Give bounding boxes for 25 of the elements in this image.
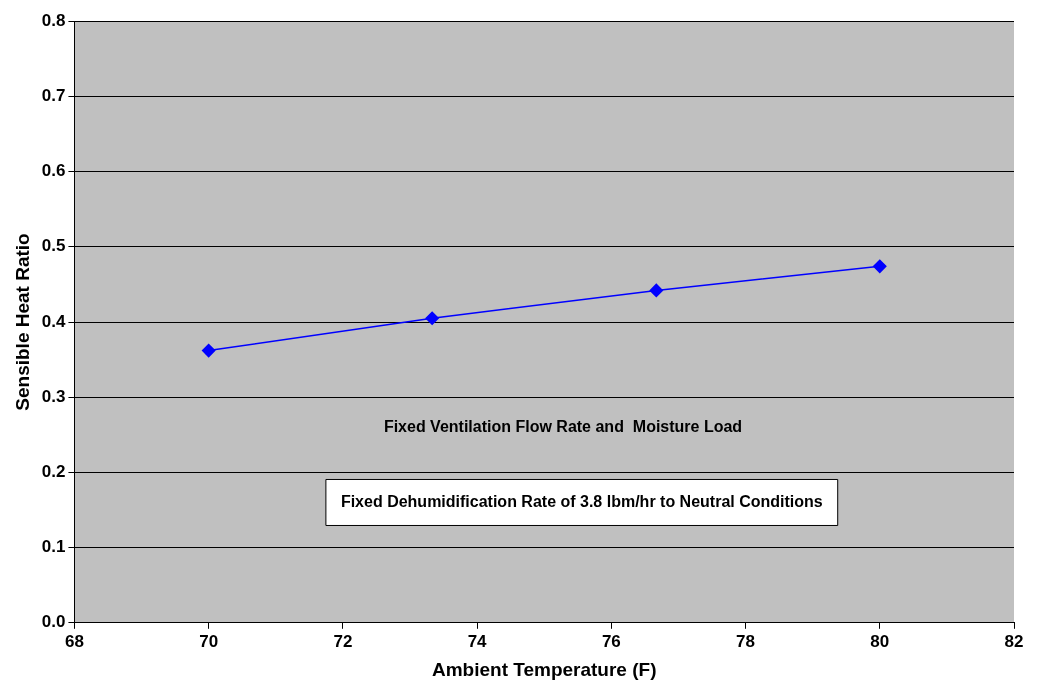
point (201, 343, 216, 358)
y-tick-label: 0.3 (41, 386, 66, 406)
y-tick-label: 0.6 (41, 161, 66, 181)
point (873, 259, 887, 274)
x-tick-label: 76 (601, 631, 621, 651)
x-tick-label: 82 (1004, 631, 1024, 651)
x-tick-label: 68 (64, 631, 84, 651)
x-tick-label: 80 (870, 631, 890, 651)
x-tick-label: 78 (736, 631, 756, 651)
point (649, 283, 664, 298)
y-tick-label: 0.2 (41, 462, 66, 482)
x-tick-label: 74 (467, 631, 488, 651)
x-axis-title: Ambient Temperature (F) (431, 658, 657, 680)
y-tick-label: 0.4 (41, 311, 66, 331)
y-tick-label: 0.5 (41, 236, 66, 256)
x-tick-label: 72 (333, 631, 353, 651)
y-axis-title: Sensible Heat Ratio (11, 233, 33, 411)
point (425, 311, 439, 325)
annotation: Fixed Ventilation Flow Rate and Moisture Load (383, 417, 743, 435)
y-tick-label: 0.0 (41, 612, 66, 632)
y-tick-label: 0.1 (41, 537, 66, 557)
annotation: Fixed Dehumidification Rate of 3.8 lbm/hr to Neutral Conditions (340, 492, 823, 510)
y-tick-label: 0.8 (41, 10, 66, 30)
x-tick-label: 70 (199, 631, 219, 651)
y-tick-label: 0.7 (41, 86, 66, 106)
